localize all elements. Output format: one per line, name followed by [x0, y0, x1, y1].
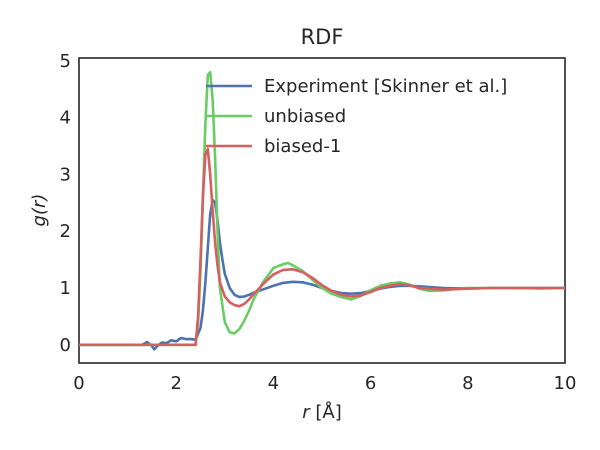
legend-label-3: biased-1	[264, 136, 341, 157]
y-tick-label: 0	[60, 335, 71, 356]
chart-title: RDF	[301, 25, 344, 49]
x-axis-unit: [Å]	[310, 401, 342, 423]
legend: Experiment [Skinner et al.] unbiased biase…	[206, 76, 507, 157]
legend-label-2: unbiased	[264, 106, 346, 127]
x-axis-symbol: r	[302, 402, 311, 423]
y-tick-label: 2	[60, 221, 71, 242]
x-tick-label: 10	[554, 373, 577, 394]
axis-ticks: 0 2 4 6 8 10 0 1 2 3 4 5	[60, 51, 577, 394]
x-tick-label: 2	[170, 373, 181, 394]
x-tick-label: 4	[268, 373, 279, 394]
plot-frame	[78, 57, 566, 364]
x-tick-label: 0	[73, 373, 84, 394]
y-tick-label: 4	[60, 108, 71, 129]
y-tick-label: 5	[60, 51, 71, 72]
series-line-3	[79, 147, 565, 347]
x-tick-label: 8	[462, 373, 473, 394]
y-tick-label: 1	[60, 278, 71, 299]
y-axis-var: r	[29, 199, 50, 208]
y-axis-label: g(r)	[29, 194, 50, 227]
x-tick-label: 6	[365, 373, 376, 394]
legend-label-1: Experiment [Skinner et al.]	[264, 76, 507, 97]
y-axis-func: g(	[29, 207, 50, 226]
data-lines	[79, 70, 566, 351]
series-line-1	[79, 198, 565, 351]
y-axis-close: )	[29, 194, 50, 203]
x-axis-label: r [Å]	[302, 401, 342, 423]
y-tick-label: 3	[60, 164, 71, 185]
